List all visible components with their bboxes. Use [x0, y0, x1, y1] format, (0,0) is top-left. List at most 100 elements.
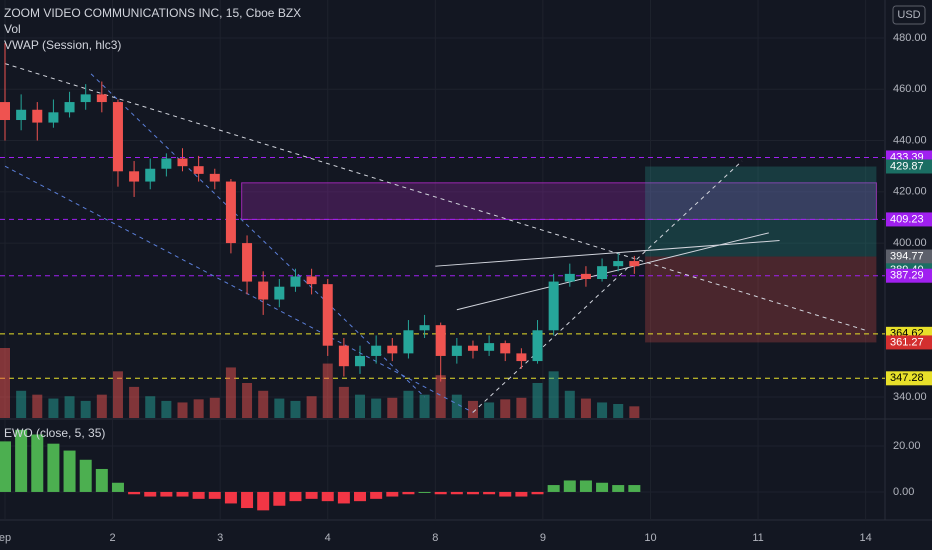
currency-box[interactable]: [892, 5, 926, 25]
candle-body: [274, 286, 285, 300]
volume-bar: [96, 394, 107, 418]
ewo-bar: [531, 491, 544, 495]
y-tick-label: 460.00: [893, 83, 927, 95]
y-tick-label: 400.00: [893, 237, 927, 249]
candle-body: [435, 325, 446, 356]
candle-body: [193, 166, 204, 174]
price-label: 361.27: [890, 336, 924, 348]
candle-body: [242, 243, 253, 282]
price-label: 387.29: [890, 270, 924, 282]
indicator-label: VWAP (Session, hlc3): [4, 38, 121, 52]
x-tick-label: 2: [110, 532, 116, 544]
volume-bar: [597, 402, 608, 418]
candle-body: [177, 158, 188, 167]
ewo-bar: [612, 485, 625, 492]
price-label-box: [886, 249, 932, 264]
x-tick-label: 4: [325, 532, 331, 544]
ewo-bar: [402, 491, 415, 495]
volume-bar: [258, 390, 269, 418]
ewo-bar: [450, 491, 463, 495]
volume-bar: [403, 390, 414, 418]
candle-body: [403, 330, 414, 354]
volume-bar: [0, 348, 11, 418]
candle-body: [613, 261, 624, 267]
ewo-bar: [628, 485, 641, 492]
ewo-bar: [15, 429, 28, 492]
price-label-box: [886, 335, 932, 350]
ewo-bar: [47, 443, 60, 492]
candle-body: [16, 109, 27, 121]
price-label: 394.77: [890, 250, 924, 262]
x-tick-label: 9: [540, 532, 546, 544]
volume-bar: [64, 396, 75, 418]
volume-bar: [290, 400, 301, 418]
price-label: 429.87: [890, 160, 924, 172]
candle-body: [161, 158, 172, 169]
ewo-bar: [31, 434, 44, 492]
ewo-bar: [289, 491, 302, 502]
ewo-bar: [370, 491, 383, 499]
position-target: [645, 166, 877, 257]
volume-bar: [467, 400, 478, 418]
candle-body: [500, 343, 511, 354]
price-label: 347.28: [890, 372, 924, 384]
ewo-bar: [63, 450, 76, 492]
volume-bar: [387, 397, 398, 418]
y-tick-label: 480.00: [893, 32, 927, 44]
candle-body: [0, 102, 11, 121]
ewo-bar: [579, 480, 592, 492]
ewo-bar: [176, 491, 189, 497]
y-tick-label: 340.00: [893, 391, 927, 403]
candle-body: [451, 345, 462, 356]
candle-body: [258, 281, 269, 300]
candle-body: [209, 173, 220, 182]
y-tick-label: 420.00: [893, 186, 927, 198]
candle-body: [32, 109, 43, 123]
x-tick-label: ep: [0, 532, 11, 544]
currency[interactable]: USD: [897, 9, 920, 21]
candle-body: [290, 276, 301, 287]
candle-body: [225, 181, 236, 244]
candle-body: [467, 345, 478, 351]
volume-bar: [161, 400, 172, 418]
volume-bar: [564, 390, 575, 418]
volume-bar: [129, 386, 140, 418]
volume-bar: [193, 399, 204, 418]
volume-bar: [48, 398, 59, 418]
ewo-bar: [0, 441, 12, 492]
trend-line: [435, 240, 780, 267]
volume-bar: [484, 402, 495, 418]
price-label-box: [886, 159, 932, 174]
volume-bar: [500, 399, 511, 418]
ewo-bar: [547, 485, 560, 492]
volume-bar: [145, 396, 156, 418]
ewo-bar: [273, 491, 286, 506]
ewo-bar: [111, 482, 124, 492]
candle-body: [322, 284, 333, 346]
candle-body: [129, 171, 140, 182]
trend-line: [472, 160, 743, 413]
x-tick-label: 11: [752, 532, 763, 544]
volume-bar: [242, 383, 253, 418]
volume-bar: [435, 375, 446, 418]
volume-bar: [112, 371, 123, 418]
price-label-box: [886, 212, 932, 227]
candle-body: [532, 330, 543, 362]
candle-body: [419, 325, 430, 331]
volume-bar: [451, 394, 462, 418]
volume-bar: [629, 406, 640, 418]
ewo-bar: [192, 491, 205, 499]
volume-bar: [209, 397, 220, 418]
volume-bar: [16, 390, 27, 418]
ewo-bar: [128, 491, 141, 495]
ewo-bar: [208, 491, 221, 499]
x-tick-label: 3: [217, 532, 223, 544]
volume-bar: [532, 383, 543, 418]
volume-bar: [322, 363, 333, 418]
volume-bar: [613, 404, 624, 418]
volume-bar: [177, 402, 188, 418]
volume-bar: [32, 394, 43, 418]
ewo-bar: [337, 491, 350, 504]
candle-body: [564, 273, 575, 282]
